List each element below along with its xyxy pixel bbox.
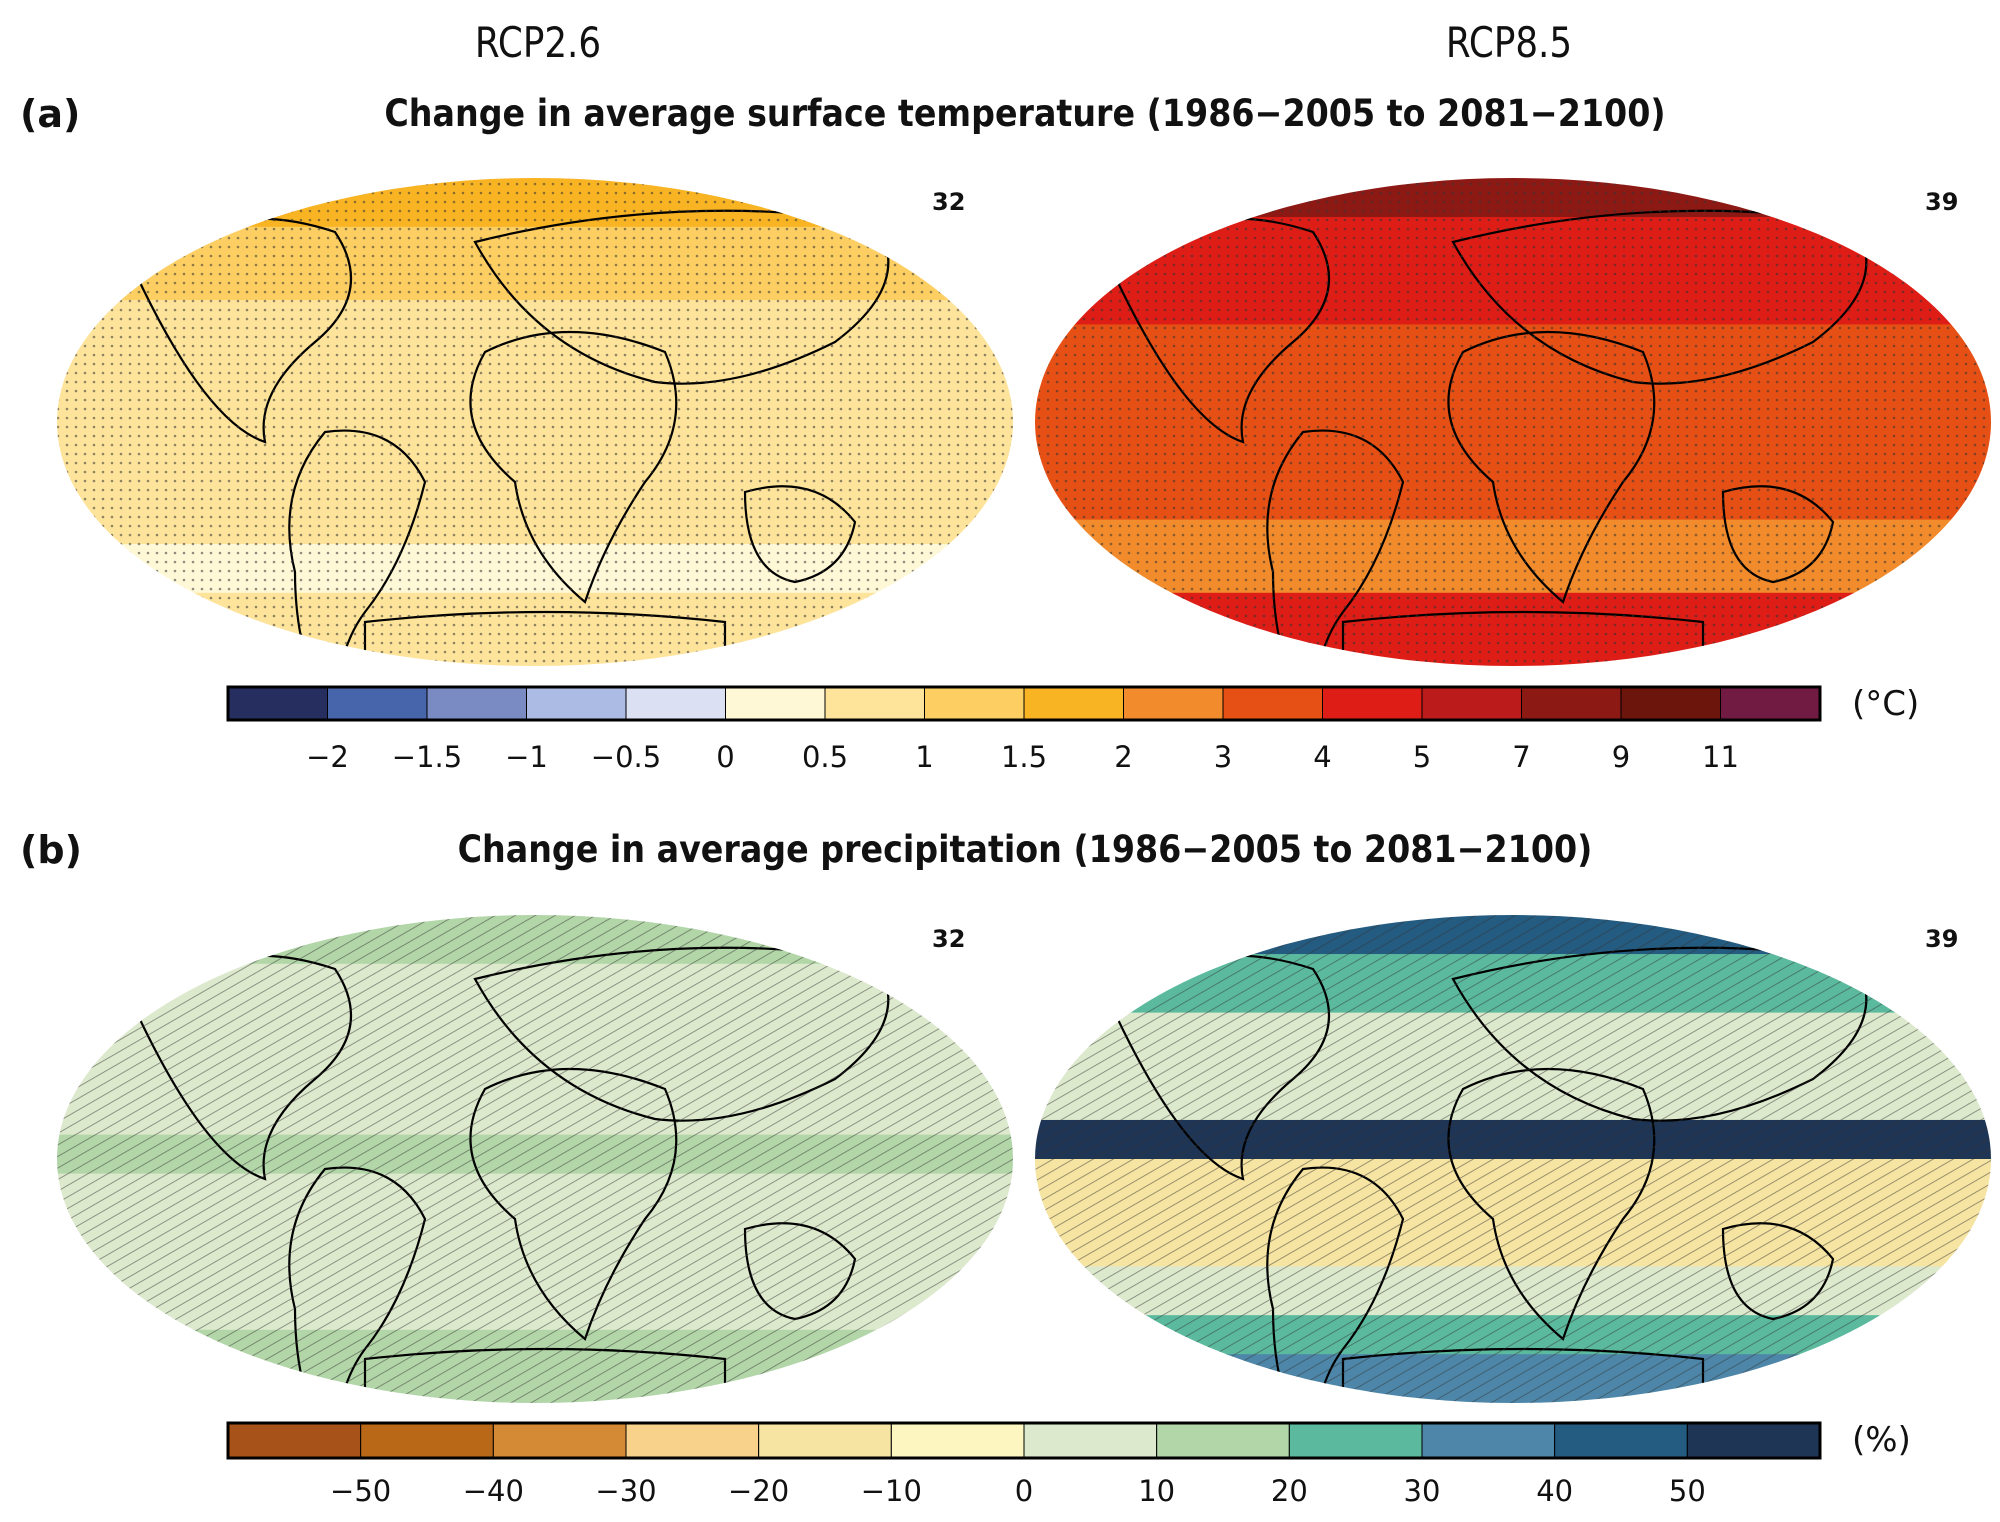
colorbar-precipitation-tick-label: 10 (1138, 1474, 1176, 1508)
colorbar-temperature-tick-label: 0 (716, 740, 735, 774)
colorbar-temperature-tick-label: 4 (1313, 740, 1332, 774)
colorbar-temperature-swatch (1023, 686, 1124, 721)
colorbar-precipitation-swatch (758, 1422, 892, 1459)
colorbar-precipitation-swatch (1156, 1422, 1290, 1459)
colorbar-precipitation-tick-label: 30 (1403, 1474, 1441, 1508)
colorbar-precipitation-swatch (1686, 1422, 1821, 1459)
colorbar-temperature-tick-label: 2 (1114, 740, 1133, 774)
colorbar-temperature-tick-label: 0.5 (801, 740, 849, 774)
colorbar-temperature-frame (226, 685, 1822, 722)
significance-overlay (57, 915, 1013, 1403)
colorbar-temperature-swatch (227, 686, 328, 721)
colorbar-temperature-swatch (327, 686, 428, 721)
map-precipitation-rcp85 (1035, 915, 1991, 1403)
colorbar-precipitation-swatch (1554, 1422, 1688, 1459)
map-temperature-rcp85 (1035, 178, 1991, 666)
significance-overlay (1035, 178, 1991, 666)
significance-overlay (1035, 915, 1991, 1403)
colorbar-precipitation-swatch (1421, 1422, 1556, 1459)
colorbar-temperature-tick-label: −2 (306, 740, 349, 774)
colorbar-temperature-swatch (1123, 686, 1224, 721)
colorbar-precipitation-swatch (360, 1422, 494, 1459)
scenario-label-left: RCP2.6 (474, 18, 602, 67)
colorbar-precipitation-swatch (625, 1422, 760, 1459)
significance-overlay (57, 178, 1013, 666)
colorbar-temperature-swatch (725, 686, 826, 721)
panel-b-count-right: 39 (1925, 925, 1959, 953)
colorbar-temperature-swatch (1521, 686, 1622, 721)
colorbar-temperature-tick-label: −1.5 (391, 740, 463, 774)
panel-b-label: (b) (20, 828, 82, 872)
colorbar-temperature-tick-label: 3 (1213, 740, 1233, 774)
colorbar-temperature-swatch (824, 686, 925, 721)
colorbar-temperature-tick-label: −0.5 (590, 740, 662, 774)
colorbar-precipitation-tick-label: −50 (330, 1474, 392, 1508)
panel-a-count-right: 39 (1925, 188, 1959, 216)
map-precipitation-rcp26 (57, 915, 1013, 1403)
colorbar-precipitation-swatch (1023, 1422, 1158, 1459)
colorbar-temperature-tick-label: −1 (505, 740, 548, 774)
scenario-label-right: RCP8.5 (1445, 18, 1573, 67)
colorbar-temperature-tick-label: 9 (1611, 740, 1631, 774)
panel-b-title: Change in average precipitation (1986−20… (457, 828, 1593, 871)
colorbar-precipitation-tick-label: −20 (728, 1474, 790, 1508)
colorbar-temperature-swatch (625, 686, 726, 721)
colorbar-temperature-tick-label: 1 (915, 740, 934, 774)
colorbar-temperature-swatch (1720, 686, 1821, 721)
colorbar-precipitation-swatch (1288, 1422, 1423, 1459)
panel-a-title: Change in average surface temperature (1… (384, 92, 1666, 135)
colorbar-precipitation-frame (226, 1421, 1822, 1460)
colorbar-temperature-tick-label: 7 (1512, 740, 1531, 774)
panel-a-label: (a) (20, 92, 81, 136)
colorbar-temperature-tick-label: 5 (1412, 740, 1432, 774)
colorbar-temperature-tick-label: 1.5 (1000, 740, 1048, 774)
colorbar-temperature-swatch (1421, 686, 1522, 721)
colorbar-temperature-swatch (426, 686, 527, 721)
colorbar-temperature-swatch (1620, 686, 1721, 721)
panel-b-unit: (%) (1852, 1420, 1911, 1460)
panel-b-count-left: 32 (932, 925, 966, 953)
colorbar-precipitation-swatch (890, 1422, 1025, 1459)
colorbar-precipitation-tick-label: −30 (595, 1474, 657, 1508)
colorbar-temperature-swatch (1322, 686, 1423, 721)
colorbar-precipitation-tick-label: 40 (1536, 1474, 1574, 1508)
panel-a-unit: (°C) (1852, 684, 1920, 724)
colorbar-temperature-swatch (1222, 686, 1323, 721)
colorbar-precipitation-swatch (227, 1422, 362, 1459)
map-temperature-rcp26 (57, 178, 1013, 666)
colorbar-precipitation-tick-label: −40 (462, 1474, 524, 1508)
colorbar-temperature-swatch (924, 686, 1025, 721)
colorbar-precipitation-swatch (492, 1422, 627, 1459)
colorbar-temperature-swatch (526, 686, 627, 721)
panel-a-count-left: 32 (932, 188, 966, 216)
colorbar-temperature-tick-label: 11 (1702, 740, 1739, 774)
colorbar-precipitation-tick-label: 20 (1270, 1474, 1308, 1508)
colorbar-precipitation-tick-label: 50 (1668, 1474, 1706, 1508)
colorbar-precipitation-tick-label: −10 (860, 1474, 922, 1508)
colorbar-precipitation-tick-label: 0 (1014, 1474, 1034, 1508)
